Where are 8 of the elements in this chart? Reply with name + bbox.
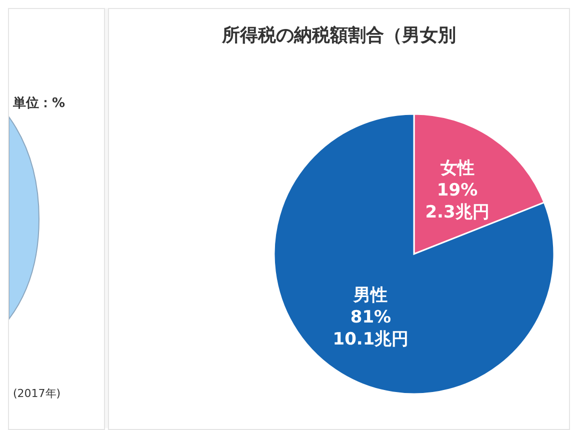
chart-title: 所得税の納税額割合（男女別 xyxy=(220,24,457,47)
data-label: 81% 10.1兆円 xyxy=(332,308,409,350)
pie-slice xyxy=(273,113,555,395)
text: 単位：% xyxy=(12,96,66,111)
text: (2017年) xyxy=(13,387,61,400)
slice-label: 男性 xyxy=(352,286,388,306)
data-label: 19% 2.3兆円 xyxy=(425,180,490,222)
slice-label: 女性 xyxy=(439,158,474,178)
